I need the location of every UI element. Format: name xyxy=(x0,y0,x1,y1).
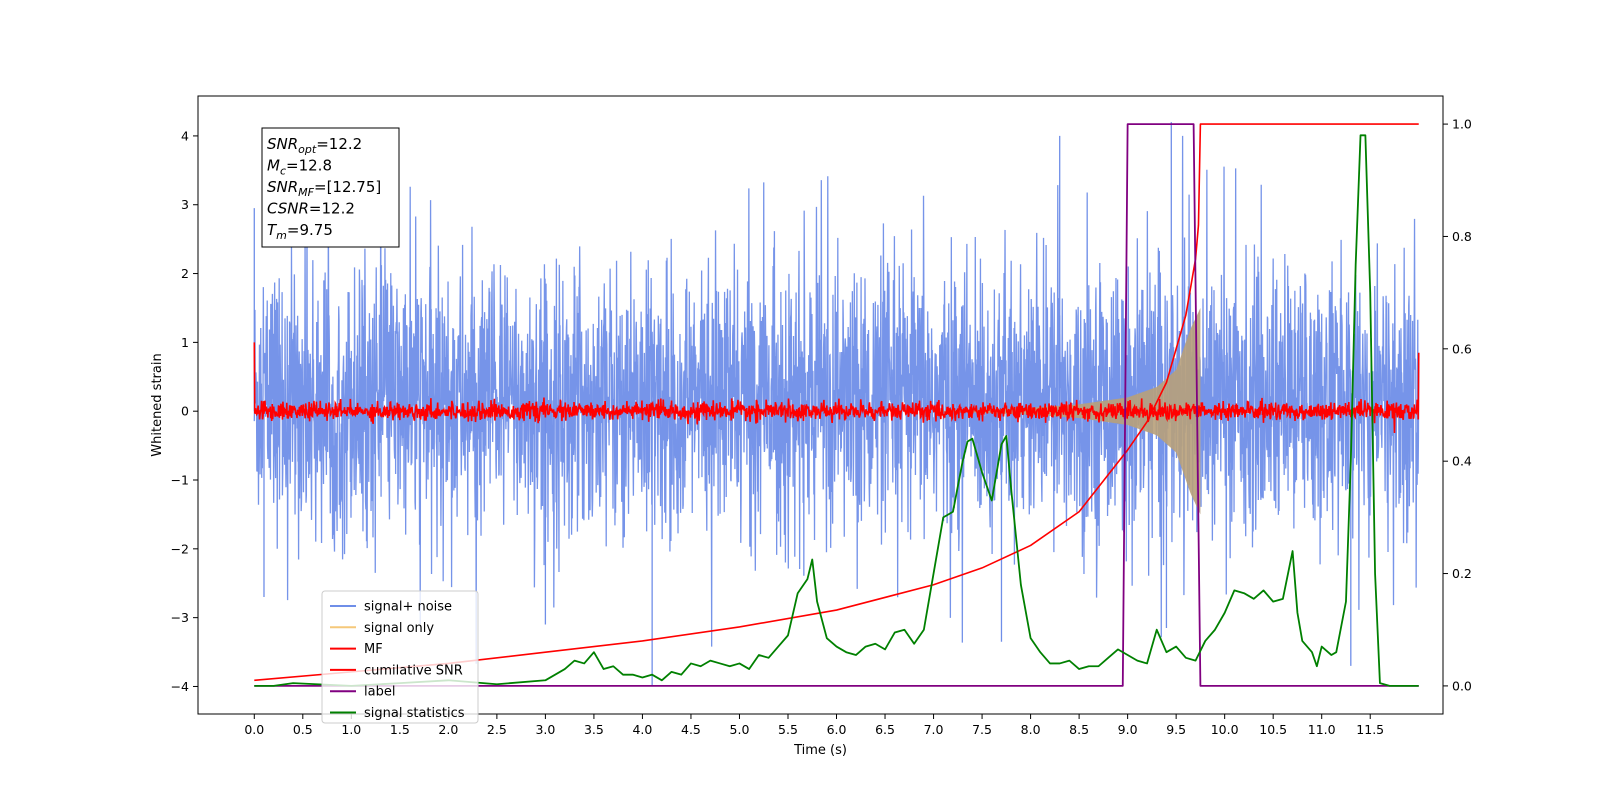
x-tick-label: 10.5 xyxy=(1259,722,1287,737)
info-row: CSNR=12.2 xyxy=(267,200,355,218)
y-right-tick-label: 0.8 xyxy=(1452,229,1472,244)
info-row: Tm=9.75 xyxy=(267,221,333,242)
x-tick-label: 9.5 xyxy=(1166,722,1186,737)
y-left-tick-label: −3 xyxy=(171,610,189,625)
y-right-tick-label: 0.4 xyxy=(1452,454,1472,469)
info-var: SNR xyxy=(267,178,298,196)
y-left-tick-label: 4 xyxy=(181,128,189,143)
y-left-tick-label: 0 xyxy=(181,404,189,419)
axes: 0.0 0.5 1.0 1.5 2.0 2.5 3.0 3.5 4.0 4.5 5.0 5.5 6.0 6… xyxy=(150,95,1472,758)
info-value: =12.8 xyxy=(286,157,332,175)
x-tick-label: 3.0 xyxy=(535,722,555,737)
x-tick-label: 11.5 xyxy=(1356,722,1384,737)
y-left-tick-label: −1 xyxy=(171,473,189,488)
info-row: SNRopt=12.2 xyxy=(267,135,362,156)
x-tick-label: 1.5 xyxy=(390,722,410,737)
x-tick-label: 10.0 xyxy=(1211,722,1239,737)
y-axis-label: Whitened strain xyxy=(150,353,165,456)
info-sub: m xyxy=(276,229,287,242)
x-tick-label: 0.0 xyxy=(244,722,264,737)
info-sub: opt xyxy=(298,143,317,156)
legend-label: MF xyxy=(364,642,383,657)
info-box-frame xyxy=(261,127,400,248)
x-tick-label: 4.0 xyxy=(632,722,652,737)
series-signal-noise xyxy=(253,135,1420,664)
series-mf xyxy=(253,342,1420,434)
legend-label: signal only xyxy=(364,621,434,636)
x-tick-label: 2.5 xyxy=(487,722,507,737)
y-left-tick-label: 3 xyxy=(181,197,189,212)
info-var: CSNR xyxy=(267,200,309,218)
x-tick-label: 7.0 xyxy=(924,722,944,737)
y-left-tick-label: −2 xyxy=(171,541,189,556)
legend-label: signal+ noise xyxy=(364,600,452,615)
x-tick-label: 9.0 xyxy=(1118,722,1138,737)
series-group xyxy=(253,122,1420,687)
plot-area xyxy=(253,122,1420,687)
info-value: =12.2 xyxy=(309,200,355,218)
x-tick-label: 8.5 xyxy=(1069,722,1089,737)
x-tick-label: 5.0 xyxy=(730,722,750,737)
info-value: =9.75 xyxy=(287,221,333,239)
legend-frame xyxy=(321,590,479,724)
legend-label: label xyxy=(364,685,395,700)
info-box: SNRopt=12.2Mc=12.8SNRMF=[12.75]CSNR=12.2… xyxy=(261,127,400,248)
x-tick-label: 3.5 xyxy=(584,722,604,737)
x-tick-label: 0.5 xyxy=(293,722,313,737)
x-tick-label: 4.5 xyxy=(681,722,701,737)
info-row: SNRMF=[12.75] xyxy=(267,178,381,199)
x-tick-label: 8.0 xyxy=(1021,722,1041,737)
y-left-tick-label: 1 xyxy=(181,335,189,350)
info-var: T xyxy=(267,221,278,239)
y-left-tick-label: 2 xyxy=(181,266,189,281)
legend: signal+ noise signal only MF cumilative SNR… xyxy=(321,590,479,724)
info-var: M xyxy=(267,157,280,175)
y-right-tick-label: 0.0 xyxy=(1452,678,1472,693)
info-row: Mc=12.8 xyxy=(267,157,332,178)
x-tick-label: 7.5 xyxy=(972,722,992,737)
y-right-tick-label: 0.2 xyxy=(1452,566,1472,581)
x-axis-label: Time (s) xyxy=(793,743,847,758)
legend-label: signal statistics xyxy=(364,706,465,721)
series-label xyxy=(254,123,1419,687)
axes-frame xyxy=(197,95,1444,715)
info-value: =12.2 xyxy=(316,135,362,153)
y-right-tick-label: 0.6 xyxy=(1452,341,1472,356)
x-tick-label: 2.0 xyxy=(438,722,458,737)
info-value: =[12.75] xyxy=(314,178,381,196)
x-tick-label: 6.0 xyxy=(827,722,847,737)
x-tick-label: 1.0 xyxy=(341,722,361,737)
info-sub: c xyxy=(280,165,286,178)
info-var: SNR xyxy=(267,135,298,153)
x-tick-label: 5.5 xyxy=(778,722,798,737)
y-right-tick-label: 1.0 xyxy=(1452,117,1472,132)
x-tick-label: 11.0 xyxy=(1308,722,1336,737)
x-tick-label: 6.5 xyxy=(875,722,895,737)
series-signal-statistics xyxy=(254,134,1419,687)
y-left-tick-label: −4 xyxy=(171,679,189,694)
legend-label: cumilative SNR xyxy=(364,663,463,678)
info-sub: MF xyxy=(298,186,314,199)
